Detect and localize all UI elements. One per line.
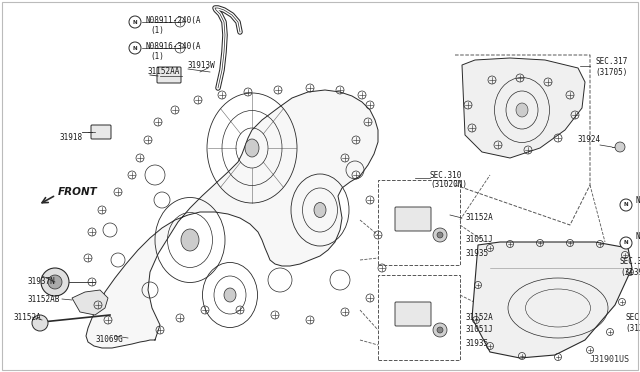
Text: 31935: 31935 bbox=[465, 248, 488, 257]
Text: 31051J: 31051J bbox=[465, 235, 493, 244]
Circle shape bbox=[48, 275, 62, 289]
Ellipse shape bbox=[181, 229, 199, 251]
FancyBboxPatch shape bbox=[395, 302, 431, 326]
Circle shape bbox=[32, 315, 48, 331]
Circle shape bbox=[615, 142, 625, 152]
Circle shape bbox=[620, 237, 632, 249]
Ellipse shape bbox=[224, 288, 236, 302]
Text: N08916-340(A: N08916-340(A bbox=[146, 42, 202, 51]
Text: N: N bbox=[132, 19, 138, 25]
Circle shape bbox=[41, 268, 69, 296]
Text: 31918: 31918 bbox=[60, 134, 83, 142]
Text: (1): (1) bbox=[150, 26, 164, 35]
Circle shape bbox=[437, 327, 443, 333]
Text: SEC.311: SEC.311 bbox=[625, 314, 640, 323]
Bar bbox=[378, 275, 460, 360]
Text: SEC.311: SEC.311 bbox=[620, 257, 640, 266]
Polygon shape bbox=[472, 242, 632, 358]
Text: N08915-140(A: N08915-140(A bbox=[635, 196, 640, 205]
Text: (31397): (31397) bbox=[620, 267, 640, 276]
Text: N08911-240(A: N08911-240(A bbox=[146, 16, 202, 25]
Text: 31152A: 31152A bbox=[465, 314, 493, 323]
FancyBboxPatch shape bbox=[91, 125, 111, 139]
Text: 31924: 31924 bbox=[578, 135, 601, 144]
Text: FRONT: FRONT bbox=[58, 187, 98, 197]
Text: 31937N: 31937N bbox=[28, 278, 56, 286]
Ellipse shape bbox=[516, 103, 528, 117]
Polygon shape bbox=[462, 58, 585, 158]
Polygon shape bbox=[86, 90, 378, 348]
Circle shape bbox=[433, 228, 447, 242]
Text: 31152AB: 31152AB bbox=[28, 295, 60, 305]
Text: 31069G: 31069G bbox=[95, 336, 123, 344]
Text: (1): (1) bbox=[150, 51, 164, 61]
Text: N: N bbox=[624, 202, 628, 208]
Text: 31152AA: 31152AA bbox=[148, 67, 180, 77]
Ellipse shape bbox=[245, 139, 259, 157]
Text: SEC.317: SEC.317 bbox=[595, 58, 627, 67]
Ellipse shape bbox=[314, 202, 326, 218]
Text: SEC.310: SEC.310 bbox=[430, 170, 462, 180]
Polygon shape bbox=[72, 290, 108, 315]
Text: N08911-240(A: N08911-240(A bbox=[635, 232, 640, 241]
Circle shape bbox=[433, 323, 447, 337]
Text: J31901US: J31901US bbox=[590, 355, 630, 364]
Circle shape bbox=[129, 16, 141, 28]
Text: 31913W: 31913W bbox=[188, 61, 216, 71]
Text: N: N bbox=[132, 45, 138, 51]
Text: (31705): (31705) bbox=[595, 67, 627, 77]
Bar bbox=[378, 180, 460, 265]
Text: 31152A: 31152A bbox=[14, 314, 42, 323]
FancyBboxPatch shape bbox=[157, 67, 181, 83]
Text: (31020N): (31020N) bbox=[430, 180, 467, 189]
FancyBboxPatch shape bbox=[395, 207, 431, 231]
Text: 31051J: 31051J bbox=[465, 326, 493, 334]
Circle shape bbox=[129, 42, 141, 54]
Text: 31935: 31935 bbox=[465, 339, 488, 347]
Text: N: N bbox=[624, 241, 628, 246]
Text: (31390): (31390) bbox=[625, 324, 640, 333]
Text: 31152A: 31152A bbox=[465, 214, 493, 222]
Circle shape bbox=[437, 232, 443, 238]
Circle shape bbox=[620, 199, 632, 211]
